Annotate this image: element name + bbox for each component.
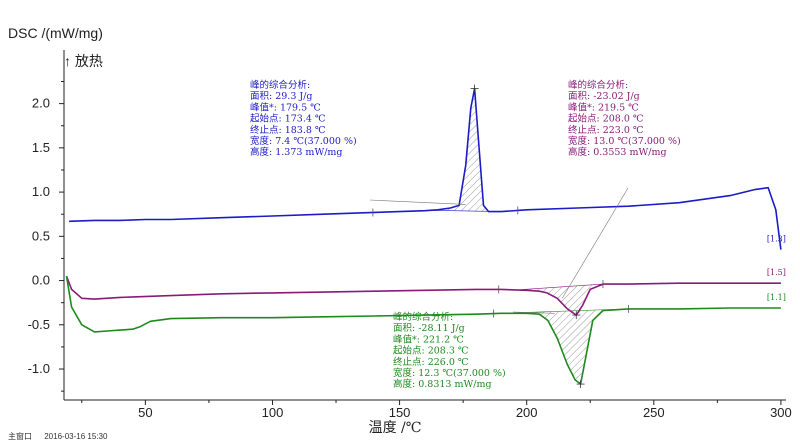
- annotation-line: 面积: -23.02 J/g: [568, 90, 640, 102]
- annotation-line: 宽度: 7.4 ℃(37.000 %): [250, 135, 357, 147]
- annotation-line: 峰的综合分析:: [250, 79, 310, 91]
- series-label: [1.1]: [767, 293, 786, 302]
- y-tick-label: 0.5: [32, 228, 50, 243]
- peak-baseline: [516, 283, 603, 291]
- annotation-line: 峰值*: 219.5 ℃: [568, 101, 639, 113]
- annotation-line: 起始点: 208.3 ℃: [393, 345, 469, 357]
- baseline-markers: [372, 84, 629, 389]
- x-tick-label: 100: [262, 405, 284, 420]
- annotation-line: 峰的综合分析:: [568, 79, 628, 91]
- peak-hatch: [430, 88, 502, 212]
- annotation-line: 峰值*: 221.2 ℃: [393, 333, 464, 345]
- x-tick-label: 250: [643, 405, 665, 420]
- annotation-line: 宽度: 13.0 ℃(37.000 %): [568, 135, 681, 147]
- y-tick-label: 2.0: [32, 96, 50, 111]
- timestamp: 2016-03-16 15:30: [44, 432, 108, 441]
- annotation-line: 面积: -28.11 J/g: [393, 322, 465, 334]
- curves: [1.3] [1.5] [1.1]: [65, 87, 786, 385]
- annotation-leader: [562, 187, 629, 299]
- series-label: [1.3]: [767, 235, 786, 244]
- peak-hatch: [516, 284, 603, 316]
- y-tick-label: 1.5: [32, 140, 50, 155]
- exo-direction-label: ↑ 放热: [64, 53, 103, 69]
- window-label: 主窗口: [8, 432, 32, 441]
- annotation-line: 起始点: 173.4 ℃: [250, 113, 326, 125]
- annotation-line: 终止点: 223.0 ℃: [568, 124, 644, 136]
- status-footer: 主窗口 2016-03-16 15:30: [8, 431, 117, 442]
- x-tick-label: 150: [389, 405, 411, 420]
- annotation-line: 峰的综合分析:: [393, 311, 453, 323]
- annotation-leader: [369, 199, 466, 205]
- x-axis-title: 温度 /℃: [369, 420, 422, 436]
- axes: 50 100 150 200 250 300 -1.0 -0.5 0.0 0.5 1.0 1.5 2.0: [28, 50, 792, 420]
- annotation-line: 高度: 0.3553 mW/mg: [568, 146, 667, 158]
- y-tick-label: 0.0: [32, 273, 50, 288]
- annotation-line: 宽度: 12.3 ℃(37.000 %): [393, 367, 506, 379]
- annotation-line: 面积: 29.3 J/g: [250, 90, 312, 102]
- series-line: [65, 275, 781, 316]
- annotation-line: 终止点: 226.0 ℃: [393, 356, 469, 368]
- series-line: [65, 275, 781, 385]
- annotation-line: 高度: 1.373 mW/mg: [250, 146, 343, 158]
- annotation-line: 终止点: 183.8 ℃: [250, 124, 326, 136]
- annotation-line: 峰值*: 179.5 ℃: [250, 101, 321, 113]
- y-axis-title: DSC /(mW/mg): [8, 25, 103, 41]
- y-tick-label: -0.5: [28, 317, 50, 332]
- annotation-line: 高度: 0.8313 mW/mg: [393, 378, 492, 390]
- y-tick-label: -1.0: [28, 361, 50, 376]
- y-tick-label: 1.0: [32, 184, 50, 199]
- x-tick-label: 200: [516, 405, 538, 420]
- series-label: [1.5]: [767, 268, 786, 277]
- x-tick-label: 50: [138, 405, 152, 420]
- x-tick-label: 300: [770, 405, 792, 420]
- series-line: [69, 87, 782, 250]
- annotation-line: 起始点: 208.0 ℃: [568, 113, 644, 125]
- annotation-leader: [512, 311, 555, 314]
